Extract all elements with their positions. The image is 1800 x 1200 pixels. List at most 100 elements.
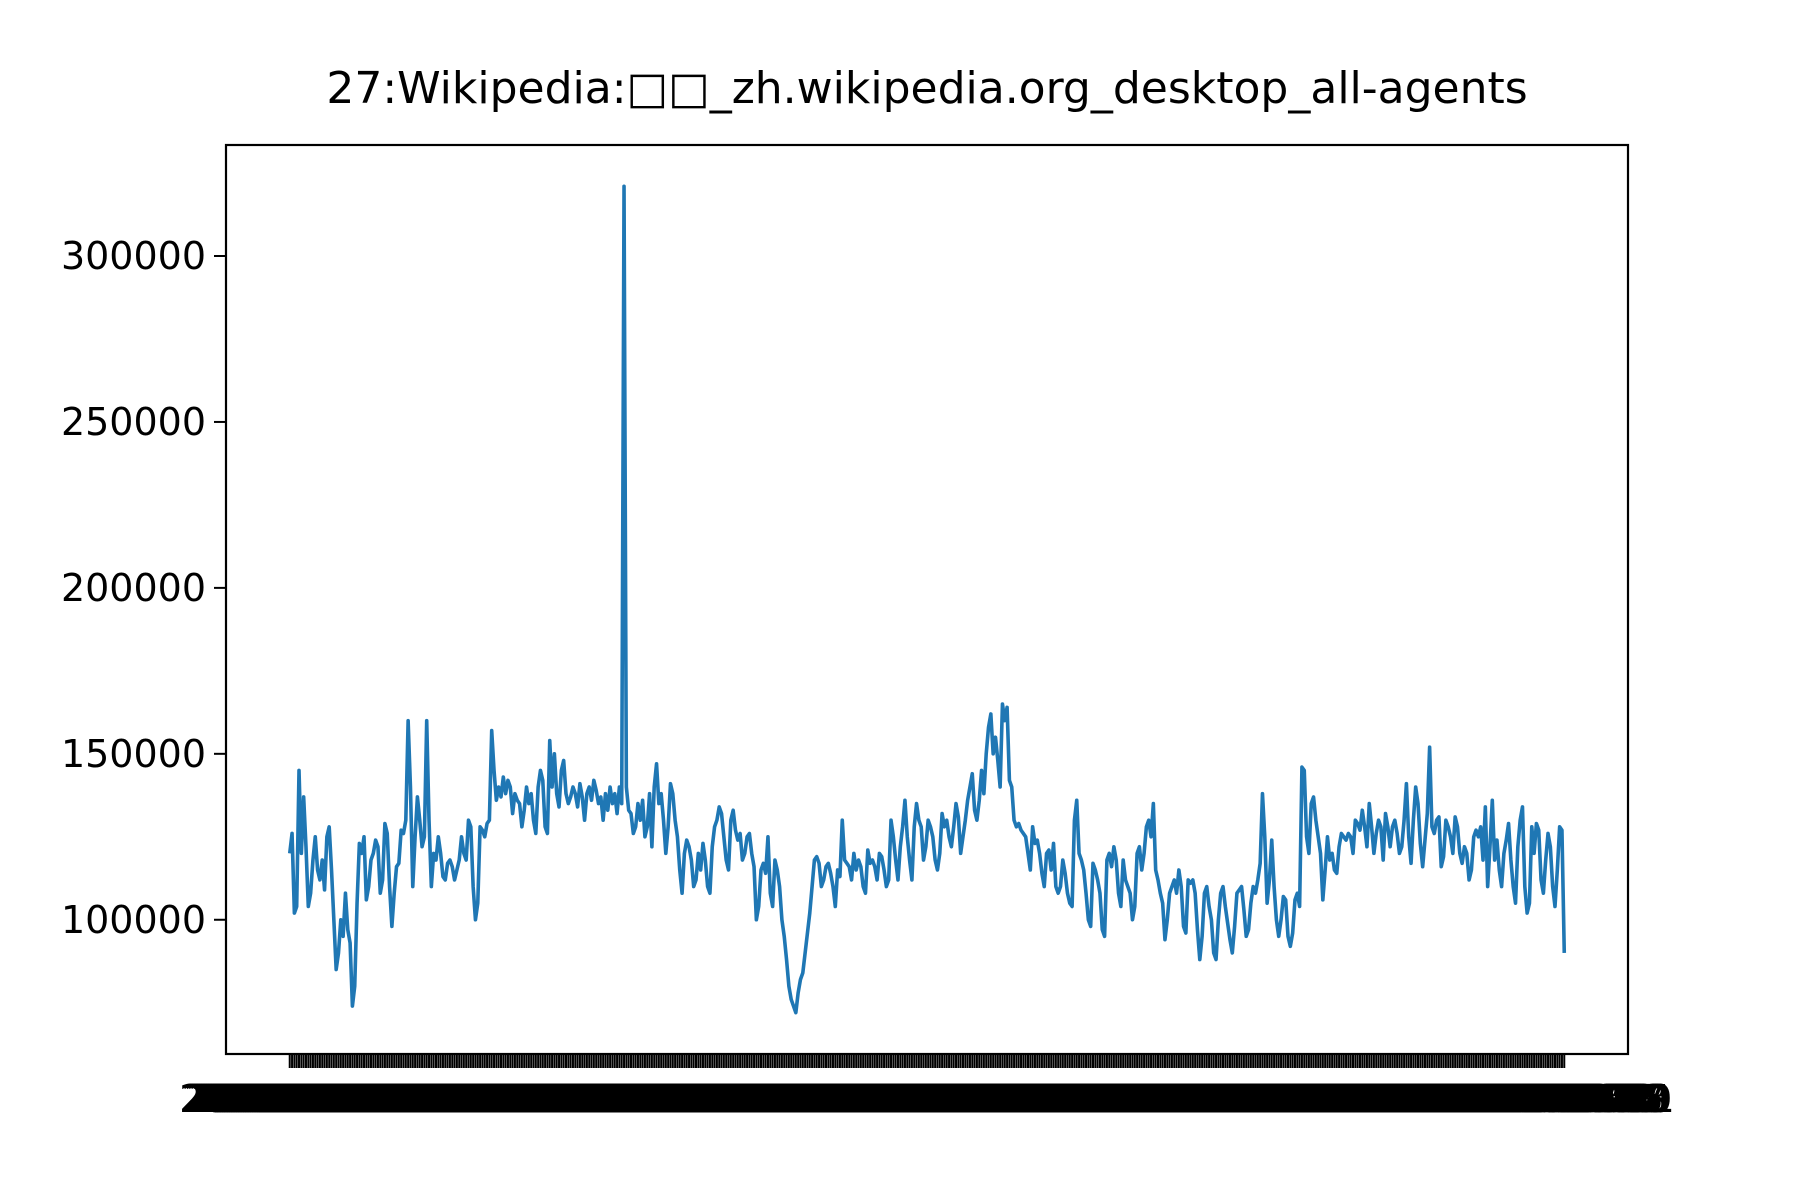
x-tick-label: 2016-10-16 [1277, 1077, 1498, 1121]
x-tick-label: 2016-07-04 [1036, 1077, 1257, 1121]
x-tick-label: 2016-08-11 [1124, 1077, 1345, 1121]
x-tick-label: 2016-10-25 [1298, 1077, 1519, 1121]
x-tick-label: 2016-08-16 [1136, 1077, 1357, 1121]
x-tick-label: 2015-07-09 [198, 1077, 419, 1121]
x-tick-label: 2016-10-15 [1275, 1077, 1496, 1121]
x-tick-label: 2016-05-15 [920, 1077, 1141, 1121]
x-tick-label: 2016-04-21 [864, 1077, 1085, 1121]
x-tick-label: 2015-08-27 [312, 1077, 533, 1121]
x-tick-label: 2016-05-22 [936, 1077, 1157, 1121]
x-tick-label: 2015-09-17 [360, 1077, 581, 1121]
x-tick-label: 2016-03-16 [781, 1077, 1002, 1121]
x-tick-label: 2016-08-09 [1120, 1077, 1341, 1121]
x-tick-label: 2016-05-13 [915, 1077, 1136, 1121]
x-tick-label: 2016-05-26 [945, 1077, 1166, 1121]
x-tick-label: 2016-11-15 [1347, 1077, 1568, 1121]
x-tick-label: 2016-08-03 [1106, 1077, 1327, 1121]
x-tick-label: 2016-10-19 [1284, 1077, 1505, 1121]
x-tick-label: 2016-06-19 [1001, 1077, 1222, 1121]
x-tick-label: 2016-02-02 [681, 1077, 902, 1121]
x-tick-label: 2016-09-29 [1238, 1077, 1459, 1121]
x-tick-label: 2016-05-02 [890, 1077, 1111, 1121]
x-tick-label: 2016-07-03 [1034, 1077, 1255, 1121]
x-tick-label: 2016-08-23 [1152, 1077, 1373, 1121]
x-tick-label: 2016-04-12 [843, 1077, 1064, 1121]
x-tick-label: 2016-07-24 [1082, 1077, 1303, 1121]
x-tick-label: 2016-09-18 [1212, 1077, 1433, 1121]
x-tick-label: 2015-12-02 [537, 1077, 758, 1121]
x-tick-label: 2016-10-17 [1280, 1077, 1501, 1121]
y-tick-label: 250000 [61, 400, 206, 444]
x-tick-label: 2016-02-27 [739, 1077, 960, 1121]
x-tick-label: 2015-07-15 [212, 1077, 433, 1121]
x-tick-label: 2016-08-21 [1147, 1077, 1368, 1121]
x-tick-label: 2016-05-30 [955, 1077, 1176, 1121]
x-tick-label: 2016-09-16 [1208, 1077, 1429, 1121]
x-tick-label: 2016-11-18 [1354, 1077, 1575, 1121]
x-tick-label: 2016-02-22 [727, 1077, 948, 1121]
x-tick-label: 2016-07-14 [1059, 1077, 1280, 1121]
x-tick-label: 2015-12-07 [548, 1077, 769, 1121]
x-tick-label: 2016-06-06 [971, 1077, 1192, 1121]
x-tick-label: 2016-08-06 [1113, 1077, 1334, 1121]
x-tick-label: 2016-05-05 [897, 1077, 1118, 1121]
x-tick-label: 2015-07-06 [191, 1077, 412, 1121]
x-tick-label: 2016-01-29 [671, 1077, 892, 1121]
x-tick-label: 2015-08-25 [307, 1077, 528, 1121]
x-tick-label: 2015-11-19 [507, 1077, 728, 1121]
x-tick-label: 2016-09-09 [1192, 1077, 1413, 1121]
x-tick-label: 2016-12-22 [1433, 1077, 1654, 1121]
x-tick-label: 2016-07-30 [1096, 1077, 1317, 1121]
x-tick-label: 2015-10-20 [437, 1077, 658, 1121]
x-tick-label: 2016-09-04 [1180, 1077, 1401, 1121]
x-tick-label: 2016-09-27 [1233, 1077, 1454, 1121]
x-tick-label: 2016-11-28 [1377, 1077, 1598, 1121]
x-tick-label: 2016-09-02 [1175, 1077, 1396, 1121]
x-tick-label: 2016-06-17 [997, 1077, 1218, 1121]
x-tick-label: 2015-10-01 [393, 1077, 614, 1121]
x-tick-label: 2015-08-15 [284, 1077, 505, 1121]
x-tick-label: 2016-07-07 [1043, 1077, 1264, 1121]
x-tick-label: 2016-11-19 [1356, 1077, 1577, 1121]
x-tick-label: 2016-10-12 [1268, 1077, 1489, 1121]
x-tick-label: 2015-08-16 [286, 1077, 507, 1121]
x-tick-label: 2015-10-25 [449, 1077, 670, 1121]
x-tick-label: 2016-04-22 [866, 1077, 1087, 1121]
x-tick-label: 2016-09-25 [1229, 1077, 1450, 1121]
x-tick-label: 2016-10-02 [1245, 1077, 1466, 1121]
x-tick-label: 2016-04-16 [853, 1077, 1074, 1121]
x-tick-label: 2015-09-04 [330, 1077, 551, 1121]
x-tick-label: 2016-03-29 [811, 1077, 1032, 1121]
chart-title: 27:Wikipedia:□□_zh.wikipedia.org_desktop… [326, 63, 1527, 114]
x-tick-label: 2015-10-22 [442, 1077, 663, 1121]
x-tick-label: 2016-10-22 [1291, 1077, 1512, 1121]
x-tick-label: 2016-07-01 [1029, 1077, 1250, 1121]
x-tick-label: 2016-10-29 [1308, 1077, 1529, 1121]
x-tick-label: 2015-07-20 [223, 1077, 444, 1121]
x-tick-label: 2016-12-04 [1391, 1077, 1612, 1121]
x-tick-label: 2016-11-25 [1370, 1077, 1591, 1121]
x-tick-label: 2015-11-10 [486, 1077, 707, 1121]
x-tick-label: 2016-07-12 [1055, 1077, 1276, 1121]
x-tick-label: 2015-10-02 [395, 1077, 616, 1121]
x-tick-label: 2016-06-12 [985, 1077, 1206, 1121]
x-tick-label: 2016-02-21 [725, 1077, 946, 1121]
x-tick-label: 2015-11-26 [523, 1077, 744, 1121]
x-tick-label: 2016-06-29 [1024, 1077, 1245, 1121]
x-tick-label: 2016-08-08 [1117, 1077, 1338, 1121]
x-tick-label: 2016-11-12 [1340, 1077, 1561, 1121]
x-tick-label: 2015-10-03 [398, 1077, 619, 1121]
x-tick-label: 2016-03-09 [764, 1077, 985, 1121]
x-tick-label: 2016-08-02 [1103, 1077, 1324, 1121]
x-tick-label: 2015-09-27 [384, 1077, 605, 1121]
x-tick-label: 2016-07-21 [1075, 1077, 1296, 1121]
x-tick-label: 2016-12-07 [1398, 1077, 1619, 1121]
x-tick-label: 2015-12-18 [574, 1077, 795, 1121]
x-tick-label: 2016-03-17 [783, 1077, 1004, 1121]
x-tick-label: 2015-11-29 [530, 1077, 751, 1121]
x-tick-label: 2016-11-20 [1359, 1077, 1580, 1121]
x-tick-label: 2016-10-14 [1273, 1077, 1494, 1121]
x-tick-label: 2015-10-24 [446, 1077, 667, 1121]
x-tick-label: 2016-01-24 [660, 1077, 881, 1121]
x-tick-label: 2016-01-23 [658, 1077, 879, 1121]
